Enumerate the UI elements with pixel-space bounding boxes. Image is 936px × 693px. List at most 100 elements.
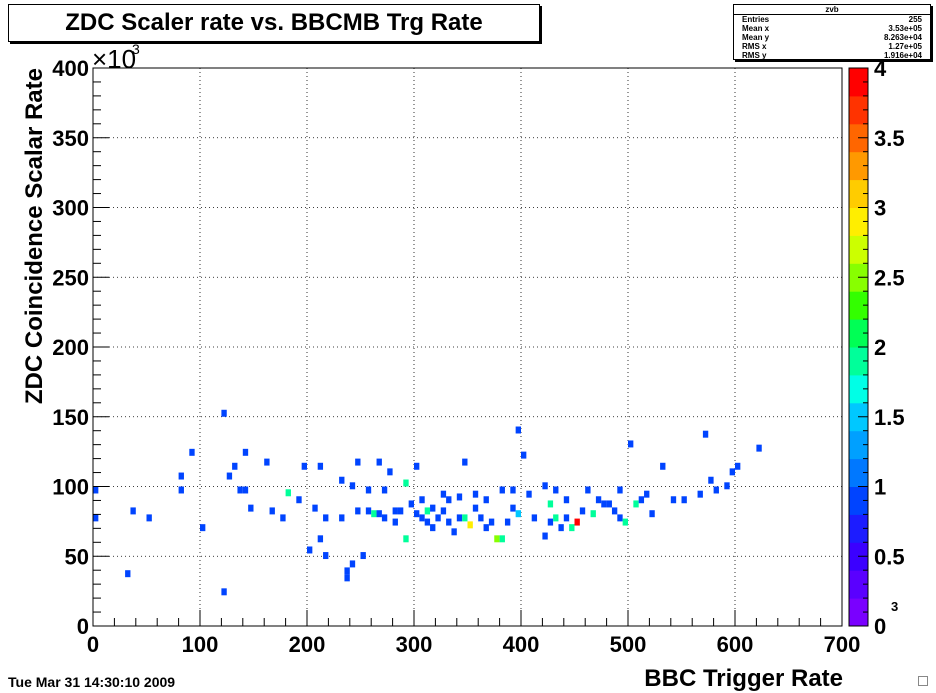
heatmap-cell <box>307 546 313 554</box>
heatmap-cell <box>93 514 99 522</box>
heatmap-cell <box>504 518 511 526</box>
x-tick-label: 0 <box>87 632 99 657</box>
heatmap-cell <box>542 532 548 540</box>
y-tick-label: 50 <box>65 544 89 569</box>
heatmap-cell <box>435 514 441 522</box>
heatmap-cell <box>713 486 719 494</box>
heatmap-cell <box>499 486 505 494</box>
stats-value: 3.53e+05 <box>888 24 922 33</box>
x-tick-label: 200 <box>289 632 326 657</box>
heatmap-cell <box>264 458 270 466</box>
heatmap-cell <box>729 468 735 476</box>
y-tick-label: 150 <box>52 405 89 430</box>
heatmap-cell <box>483 524 489 532</box>
heatmap-cell <box>392 518 398 526</box>
heatmap-cell <box>339 514 345 522</box>
stats-label: Entries <box>742 15 770 24</box>
color-scale-tick-label: 2.5 <box>874 265 905 290</box>
heatmap-cell <box>146 514 152 522</box>
heatmap-cell <box>344 574 350 582</box>
color-scale-segment <box>849 207 868 236</box>
heatmap-cell <box>430 524 436 532</box>
heatmap-cell <box>414 462 420 470</box>
heatmap-cell <box>269 507 275 515</box>
heatmap-cell <box>462 458 468 466</box>
heatmap-cell <box>515 426 521 434</box>
heatmap-cell <box>585 486 591 494</box>
heatmap-cell <box>424 518 431 526</box>
color-scale-segment <box>849 319 868 348</box>
heatmap-cell <box>232 462 238 470</box>
color-scale-tick-label: 4 <box>874 56 887 81</box>
stats-value: 8.263e+04 <box>883 33 922 42</box>
heatmap-cell <box>93 486 99 494</box>
stats-label: RMS x <box>742 42 767 51</box>
color-scale-tick-label: 3 <box>874 196 886 221</box>
color-scale-segment <box>849 95 868 125</box>
heatmap-cell <box>456 493 463 501</box>
heatmap-cell <box>226 472 233 480</box>
heatmap-cells <box>93 409 762 596</box>
heatmap-cell <box>371 510 377 518</box>
heatmap-cell <box>547 518 554 526</box>
heatmap-cell <box>558 524 564 532</box>
heatmap-cell <box>617 514 623 522</box>
color-scale: 0 0.5 1 1.5 2 2.5 3 3.5 4 <box>848 56 905 639</box>
heatmap-cell <box>472 490 479 498</box>
heatmap-cell <box>365 507 372 515</box>
y-tick-label: 200 <box>52 335 89 360</box>
color-scale-tick-label: 1.5 <box>874 405 905 430</box>
stats-row-rms-x: RMS x 1.27e+05 <box>734 42 930 51</box>
heatmap-cell <box>606 500 612 508</box>
color-scale-segment <box>849 235 868 264</box>
x-tick-label: 300 <box>396 632 433 657</box>
heatmap-cell <box>130 507 136 515</box>
heatmap-cell <box>601 500 607 508</box>
heatmap-cell <box>494 535 500 543</box>
stats-box: zvb Entries 255 Mean x 3.53e+05 Mean y 8… <box>733 4 931 60</box>
color-scale-tick-label: 0.5 <box>874 544 905 569</box>
x-tick-label: 400 <box>503 632 540 657</box>
heatmap-cell <box>349 482 356 490</box>
stats-row-mean-x: Mean x 3.53e+05 <box>734 24 930 33</box>
heatmap-cell <box>569 524 575 532</box>
stats-value: 1.27e+05 <box>888 42 922 51</box>
heatmap-cell <box>628 440 634 448</box>
heatmap-cell <box>590 510 596 518</box>
heatmap-cell <box>553 486 559 494</box>
chart-title: ZDC Scaler rate vs. BBCMB Trg Rate <box>65 9 483 36</box>
heatmap-cell <box>221 409 227 417</box>
stats-row-mean-y: Mean y 8.263e+04 <box>734 33 930 42</box>
color-scale-segment <box>849 291 868 320</box>
x-tick-label: 500 <box>610 632 647 657</box>
color-scale-segment <box>849 374 868 404</box>
heatmap-cell <box>242 486 249 494</box>
stats-value: 1.916e+04 <box>883 51 922 60</box>
color-scale-tick-label: 0 <box>874 614 886 639</box>
y-multiplier-label: ×10 <box>92 44 136 74</box>
heatmap-cell <box>189 448 195 456</box>
heatmap-cell <box>756 444 762 452</box>
heatmap-cell <box>617 486 623 494</box>
heatmap-cell <box>510 486 516 494</box>
heatmap-cell <box>419 496 425 504</box>
heatmap-cell <box>456 514 463 522</box>
heatmap-cell <box>531 514 538 522</box>
y-tick-label: 350 <box>52 126 89 151</box>
heatmap-cell <box>344 567 350 575</box>
x-axis-label: BBC Trigger Rate <box>644 665 843 692</box>
heatmap-cell <box>387 468 393 476</box>
heatmap-cell <box>430 504 436 512</box>
heatmap-cell <box>178 486 184 494</box>
color-scale-tick-label: 2 <box>874 335 886 360</box>
heatmap-cell <box>462 514 468 522</box>
heatmap-cell <box>649 510 655 518</box>
heatmap-cell <box>724 482 730 490</box>
heatmap-cell <box>633 500 639 508</box>
heatmap-cell <box>638 496 645 504</box>
heatmap-cell <box>579 507 586 515</box>
x-tick-label: 100 <box>182 632 219 657</box>
x-multiplier-label: 3 <box>891 599 898 614</box>
heatmap-cell <box>178 472 184 480</box>
heatmap-cell <box>392 507 398 515</box>
